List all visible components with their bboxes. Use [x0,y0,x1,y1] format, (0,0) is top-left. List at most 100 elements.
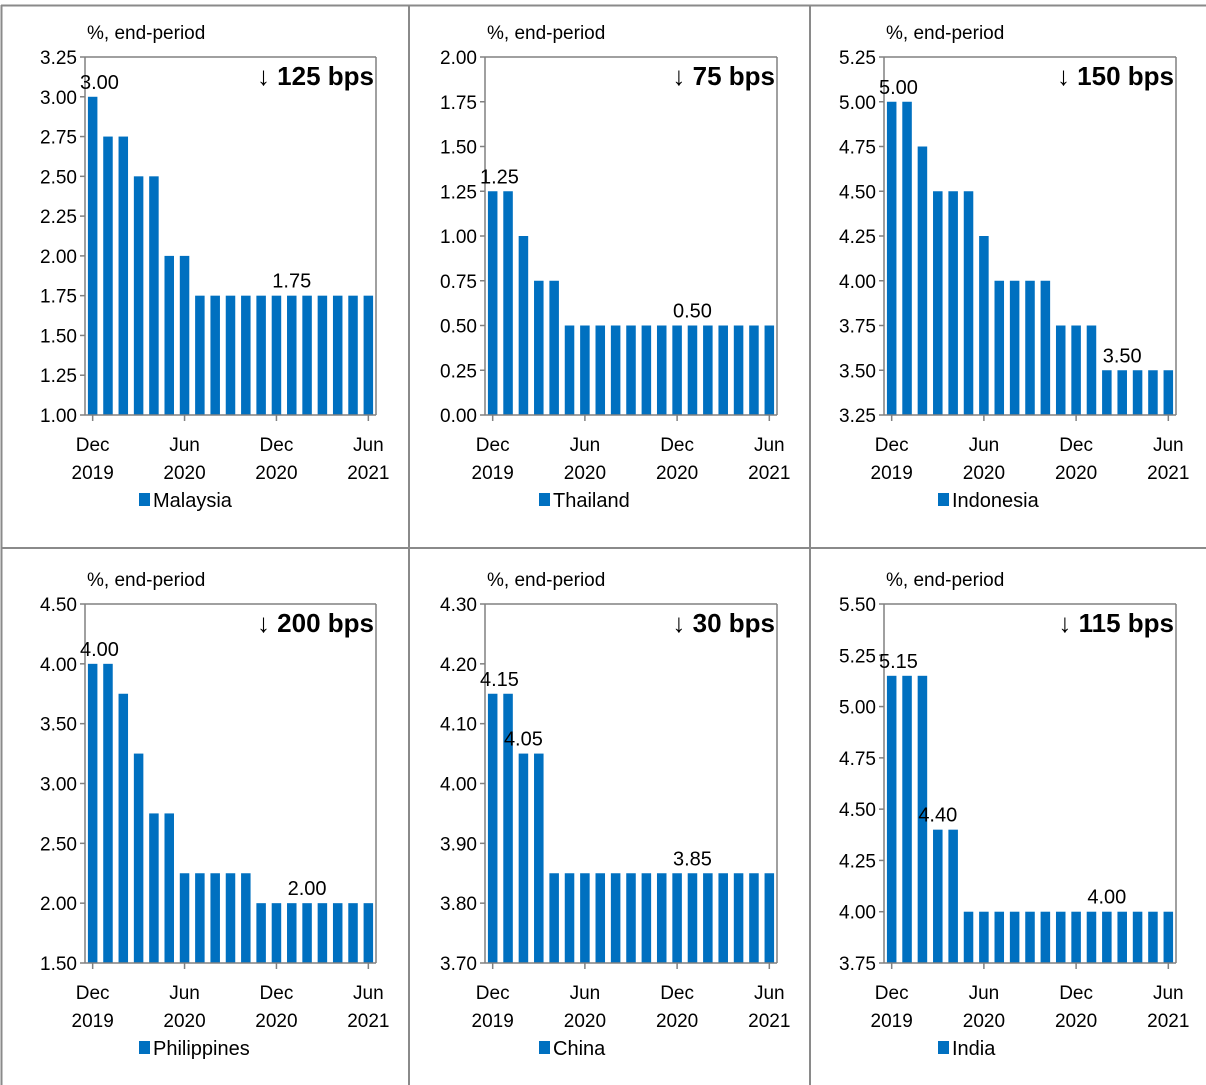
y-tick-label: 2.50 [40,834,77,855]
chart-svg: 3.253.503.754.004.254.504.755.005.25Dec2… [839,23,1189,512]
y-tick-label: 4.00 [40,655,77,676]
bar [195,873,205,963]
bar [348,295,358,415]
y-tick-label: 5.00 [839,698,876,719]
x-tick-label-month: Jun [570,435,601,456]
bar [626,325,636,415]
x-tick-label-month: Jun [353,983,384,1004]
bar [656,325,667,415]
bar [672,873,682,963]
bar [210,295,220,415]
bar [149,176,159,415]
x-tick-label-year: 2021 [1147,463,1189,484]
data-label: 2.00 [288,878,327,900]
bar [133,753,144,963]
x-tick-label-month: Jun [754,983,785,1004]
bar [302,903,312,963]
bar [179,873,190,963]
bar [256,903,266,963]
x-tick-label-year: 2019 [472,1011,514,1032]
y-tick-label: 2.25 [40,207,77,228]
data-label: 3.85 [673,848,712,870]
x-tick-label-year: 2021 [347,463,389,484]
bar [764,873,775,963]
x-tick-label-year: 2020 [255,1011,297,1032]
data-label: 4.40 [918,805,957,827]
bar [363,295,374,415]
bar [610,873,621,963]
y-tick-label: 2.75 [40,128,77,149]
x-tick-label-month: Dec [660,983,694,1004]
x-tick-label-month: Dec [1059,435,1093,456]
chart-panel-india: 3.75 4.00 4.25 4.50 4.75 5.00 5.25 5.50 Dec 2019 J… [810,548,1206,1085]
rate-cut-annotation: ↓ 200 bps [257,608,374,638]
x-tick-label-month: Dec [476,983,510,1004]
x-tick-label-year: 2021 [748,463,790,484]
data-label: 3.00 [80,72,119,94]
bar [317,295,328,415]
legend-label: Indonesia [952,490,1040,512]
bar [994,280,1005,415]
y-tick-label: 3.00 [40,775,77,796]
y-tick-label: 0.25 [440,361,477,382]
bar [271,295,282,415]
unit-label: %, end-period [886,570,1004,591]
y-tick-label: 0.00 [440,406,477,427]
y-tick-label: 5.25 [839,48,876,69]
bar [718,325,728,415]
data-label: 4.05 [504,729,543,751]
bar [549,280,559,415]
x-tick-label-month: Jun [353,435,384,456]
x-tick-label-year: 2019 [72,463,114,484]
bar [332,295,343,415]
bar [764,325,775,415]
bar [595,873,606,963]
bar [348,903,358,963]
x-tick-label-year: 2021 [748,1011,790,1032]
y-tick-label: 3.70 [440,954,477,975]
bar [256,295,266,415]
data-label: 5.00 [879,77,918,99]
bar [164,813,174,963]
chart-svg: 1.50 2.00 2.50 3.00 3.50 4.00 4.50 Dec 2019 Jun 20… [40,570,389,1060]
x-tick-label-month: Dec [476,435,510,456]
bar [1148,370,1158,415]
chart-svg: 3.75 4.00 4.25 4.50 4.75 5.00 5.25 5.50 Dec 2019 J… [839,570,1189,1060]
x-tick-label-month: Jun [1153,435,1184,456]
bar [1117,911,1127,963]
y-tick-label: 2.00 [40,247,77,268]
bar [687,873,698,963]
bar [626,873,636,963]
bar [687,325,698,415]
y-tick-label: 4.75 [839,749,876,770]
unit-label: %, end-period [87,23,205,44]
bar [103,663,113,963]
x-tick-label-year: 2020 [1055,463,1097,484]
bar [1009,911,1020,963]
y-tick-label: 3.75 [839,317,876,338]
bar [948,829,958,963]
bar [503,191,513,415]
bar [241,295,251,415]
x-tick-label-month: Jun [969,983,1000,1004]
legend-label: Malaysia [153,490,233,512]
y-tick-label: 4.25 [839,851,876,872]
bar [917,675,928,963]
bar [241,873,251,963]
bar [703,325,713,415]
y-tick-label: 4.00 [839,272,876,293]
rate-cut-annotation: ↓ 75 bps [672,61,775,91]
bar [979,911,989,963]
x-tick-label-month: Dec [260,435,294,456]
chart-panel-indonesia: 3.25 3.50 3.75 4.00 4.25 4.50 4.75 5.00 5.25 Dec 2… [810,0,1206,548]
data-label: 5.15 [879,651,918,673]
x-tick-label-month: Dec [875,435,909,456]
data-label: 1.25 [480,166,519,188]
y-tick-label: 1.75 [40,287,77,308]
chart-panel-philippines: 1.50 2.00 2.50 3.00 3.50 4.00 4.50 Dec 2019 Jun 20… [0,548,409,1085]
x-tick-label-month: Dec [76,983,110,1004]
x-tick-label-year: 2020 [564,463,606,484]
chart-svg: 3.70 3.80 3.90 4.00 4.10 4.20 4.30 Dec 2019 Jun 20… [440,570,790,1060]
bar [487,693,498,963]
y-tick-label: 3.25 [40,48,77,69]
